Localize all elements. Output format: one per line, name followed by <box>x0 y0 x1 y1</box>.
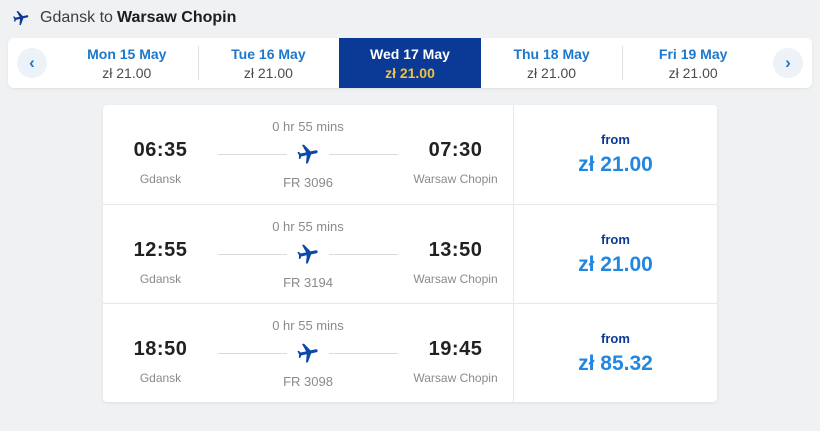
flight-info: 0 hr 55 mins 18:50 Gdansk <box>103 304 513 402</box>
arrival: 07:30 Warsaw Chopin <box>398 139 513 186</box>
plane-icon <box>296 341 320 365</box>
flight-duration: 0 hr 55 mins <box>272 219 344 234</box>
chevron-left-icon: ‹ <box>17 48 47 78</box>
tab-date: Mon 15 May <box>87 45 167 62</box>
flight-row[interactable]: 0 hr 55 mins 06:35 Gdansk <box>103 105 717 204</box>
tab-mon-15-may[interactable]: Mon 15 May zł 21.00 <box>56 38 198 88</box>
flight-list-card: 0 hr 55 mins 06:35 Gdansk <box>103 105 717 402</box>
departure-time: 18:50 <box>133 338 188 360</box>
departure-time: 12:55 <box>133 239 188 261</box>
tab-price: zł 21.00 <box>668 64 718 81</box>
route-line <box>329 153 398 155</box>
next-dates-button[interactable]: › <box>764 38 812 88</box>
flight-duration: 0 hr 55 mins <box>272 318 344 333</box>
price-cell[interactable]: from zł 21.00 <box>513 105 717 204</box>
price-cell[interactable]: from zł 21.00 <box>513 205 717 303</box>
tab-thu-18-may[interactable]: Thu 18 May zł 21.00 <box>481 38 623 88</box>
arrival-time: 13:50 <box>428 239 483 261</box>
from-label: from <box>601 231 630 247</box>
route-line <box>329 352 398 354</box>
flight-info: 0 hr 55 mins 06:35 Gdansk <box>103 105 513 204</box>
plane-icon <box>12 9 30 27</box>
route-line <box>218 352 287 354</box>
departure: 18:50 Gdansk <box>103 338 218 385</box>
tab-price: zł 21.00 <box>385 64 435 81</box>
departure-city: Gdansk <box>139 272 182 286</box>
arrival-city: Warsaw Chopin <box>413 272 498 286</box>
route-line <box>218 153 287 155</box>
tab-date: Wed 17 May <box>370 45 450 62</box>
arrival-time: 07:30 <box>428 139 483 161</box>
arrival-time: 19:45 <box>428 338 483 360</box>
arrival-city: Warsaw Chopin <box>413 371 498 385</box>
departure: 12:55 Gdansk <box>103 239 218 286</box>
flight-info: 0 hr 55 mins 12:55 Gdansk <box>103 205 513 303</box>
flight-number: FR 3098 <box>283 374 333 389</box>
flight-price: zł 21.00 <box>578 252 653 276</box>
arrival: 13:50 Warsaw Chopin <box>398 239 513 286</box>
date-selector-bar: ‹ Mon 15 May zł 21.00 Tue 16 May zł 21.0… <box>8 38 812 88</box>
arrival: 19:45 Warsaw Chopin <box>398 338 513 385</box>
tab-date: Thu 18 May <box>513 45 590 62</box>
flight-row[interactable]: 0 hr 55 mins 18:50 Gdansk <box>103 303 717 402</box>
tab-tue-16-may[interactable]: Tue 16 May zł 21.00 <box>197 38 340 88</box>
arrival-city: Warsaw Chopin <box>413 172 498 186</box>
date-tabs: Mon 15 May zł 21.00 Tue 16 May zł 21.00 … <box>56 38 764 88</box>
price-cell[interactable]: from zł 85.32 <box>513 304 717 402</box>
title-destination: Warsaw Chopin <box>116 9 237 26</box>
from-label: from <box>601 132 630 147</box>
prev-dates-button[interactable]: ‹ <box>8 38 56 88</box>
tab-date: Fri 19 May <box>658 45 728 62</box>
departure: 06:35 Gdansk <box>103 139 218 186</box>
from-label: from <box>601 330 630 346</box>
departure-city: Gdansk <box>139 371 182 385</box>
route-header: Gdansk to Warsaw Chopin <box>0 0 820 36</box>
flight-price: zł 21.00 <box>578 153 653 176</box>
page-title: Gdansk to Warsaw Chopin <box>40 9 236 27</box>
tab-fri-19-may[interactable]: Fri 19 May zł 21.00 <box>622 38 764 88</box>
plane-icon <box>296 142 320 166</box>
tab-price: zł 21.00 <box>102 64 152 81</box>
departure-city: Gdansk <box>139 172 182 186</box>
flight-duration: 0 hr 55 mins <box>272 119 344 134</box>
tab-price: zł 21.00 <box>527 64 577 81</box>
flight-price: zł 85.32 <box>578 351 653 375</box>
route-line <box>218 253 287 255</box>
flight-row[interactable]: 0 hr 55 mins 12:55 Gdansk <box>103 204 717 303</box>
plane-icon <box>296 242 320 266</box>
tab-date: Tue 16 May <box>231 45 306 62</box>
departure-time: 06:35 <box>133 139 188 161</box>
flight-number: FR 3194 <box>283 275 333 290</box>
tab-wed-17-may-selected[interactable]: Wed 17 May zł 21.00 <box>339 38 481 88</box>
route-line <box>329 253 398 255</box>
title-prefix: Gdansk to <box>40 9 113 26</box>
chevron-right-icon: › <box>773 48 803 78</box>
tab-price: zł 21.00 <box>243 64 293 81</box>
flight-number: FR 3096 <box>283 175 333 190</box>
